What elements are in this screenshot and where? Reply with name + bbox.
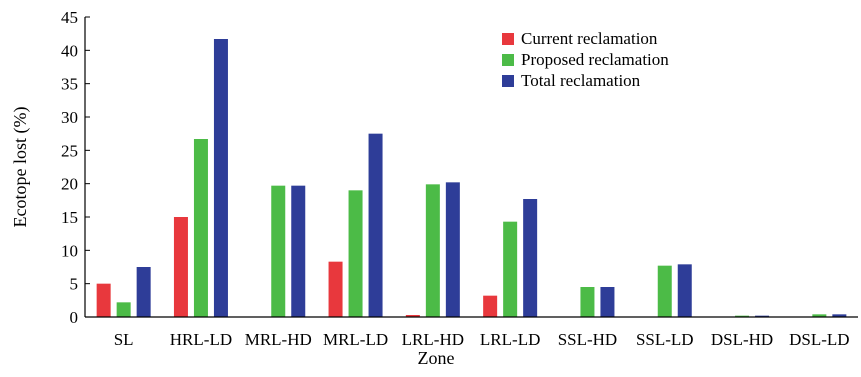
x-tick-label: MRL-HD [245,330,312,349]
bar-proposed-reclamation-sl [116,302,131,317]
bar-current-reclamation-sl [96,283,111,317]
x-ticks-group: SL HRL-LD MRL-HD MRL-LD LRL-HD LRL-LD SSL-HD SS… [114,330,850,349]
y-tick-label: 30 [61,108,78,127]
x-tick-label: HRL-LD [170,330,232,349]
x-tick-label: DSL-LD [789,330,849,349]
y-tick-label: 0 [70,308,79,327]
bar-total-reclamation-dsl-hd [755,315,770,317]
bar-current-reclamation-lrl-ld [483,295,498,317]
legend-label-total-reclamation: Total reclamation [521,71,641,90]
bar-proposed-reclamation-ssl-hd [580,287,595,317]
bar-total-reclamation-ssl-ld [677,264,692,317]
bar-current-reclamation-mrl-ld [328,261,343,317]
y-tick-label: 15 [61,208,78,227]
y-ticks-group: 0 5 10 15 20 25 30 35 40 45 [61,8,90,327]
y-tick-label: 5 [70,275,79,294]
x-tick-label: SSL-HD [558,330,618,349]
bar-proposed-reclamation-dsl-hd [735,315,750,317]
x-tick-label: LRL-LD [480,330,540,349]
bar-proposed-reclamation-lrl-ld [503,221,518,317]
x-tick-label: MRL-LD [323,330,388,349]
y-tick-label: 40 [61,41,78,60]
bar-current-reclamation-lrl-hd [405,315,420,317]
bar-total-reclamation-sl [136,267,151,317]
y-tick-label: 35 [61,75,78,94]
bar-total-reclamation-mrl-ld [368,133,383,317]
legend-label-proposed-reclamation: Proposed reclamation [521,50,669,69]
bar-proposed-reclamation-hrl-ld [193,139,208,317]
bar-proposed-reclamation-dsl-ld [812,314,827,317]
x-tick-label: LRL-HD [402,330,464,349]
legend-swatch-total-reclamation [502,75,514,87]
bar-proposed-reclamation-mrl-hd [271,185,286,317]
bar-current-reclamation-hrl-ld [173,217,188,317]
bar-total-reclamation-lrl-ld [523,199,538,317]
x-axis-label: Zone [418,348,455,368]
legend-swatch-current-reclamation [502,33,514,45]
bar-total-reclamation-mrl-hd [291,185,306,317]
legend: Current reclamation Proposed reclamation T… [502,29,669,90]
legend-swatch-proposed-reclamation [502,54,514,66]
y-axis-label: Ecotope lost (%) [10,107,31,228]
legend-label-current-reclamation: Current reclamation [521,29,658,48]
bar-total-reclamation-ssl-hd [600,287,615,317]
x-tick-label: SL [114,330,134,349]
bars-group [96,39,847,317]
bar-total-reclamation-dsl-ld [832,314,847,317]
y-tick-label: 10 [61,241,78,260]
x-tick-label: DSL-HD [711,330,773,349]
y-tick-label: 45 [61,8,78,27]
y-tick-label: 25 [61,141,78,160]
bar-total-reclamation-hrl-ld [213,39,228,317]
bar-proposed-reclamation-mrl-ld [348,190,363,317]
bar-total-reclamation-lrl-hd [445,182,460,317]
bar-proposed-reclamation-ssl-ld [657,265,672,317]
y-tick-label: 20 [61,175,78,194]
bar-proposed-reclamation-lrl-hd [425,184,440,317]
axes-group [84,17,858,318]
x-tick-label: SSL-LD [636,330,694,349]
